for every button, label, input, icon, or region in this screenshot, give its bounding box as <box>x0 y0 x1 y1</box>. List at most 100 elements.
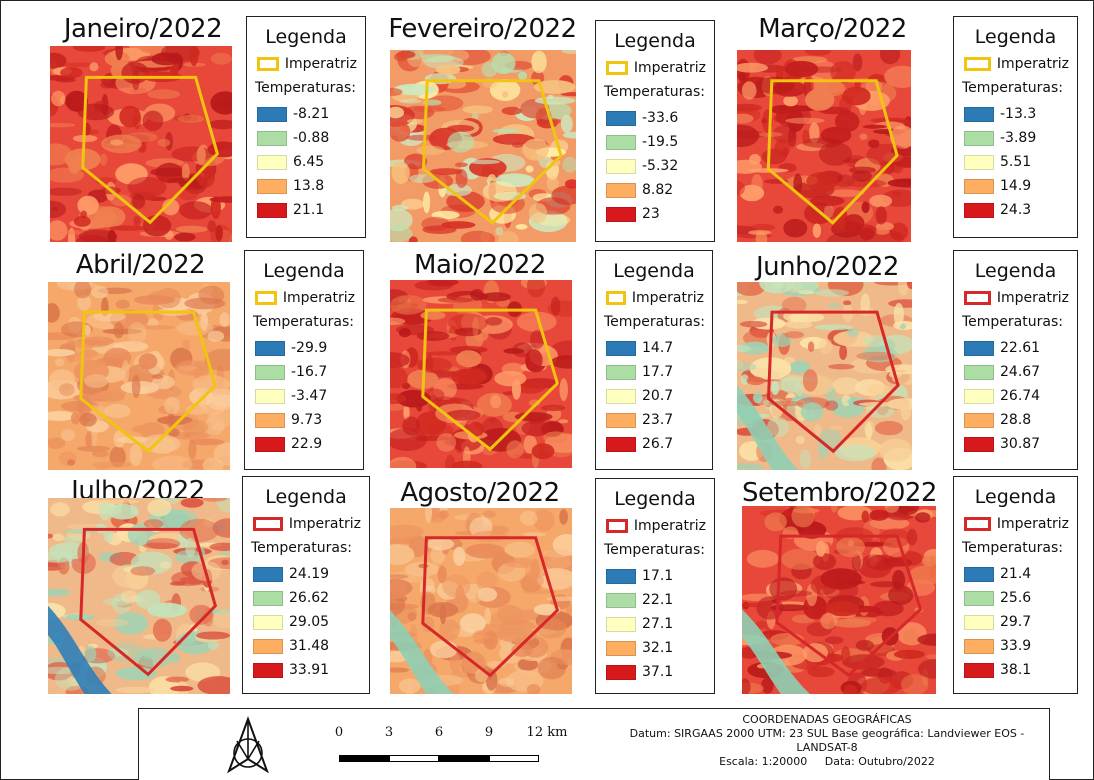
class-value: -3.47 <box>291 388 328 404</box>
class-swatch <box>606 364 636 380</box>
legend-class-row: 17.7 <box>604 360 704 384</box>
legend-aoi-entry: Imperatriz <box>604 290 704 306</box>
class-value: 25.6 <box>1000 590 1032 606</box>
map-title-fevereiro: Fevereiro/2022 <box>388 14 577 44</box>
legend-class-row: 26.74 <box>962 384 1069 408</box>
class-value: 24.19 <box>289 566 330 582</box>
class-value: 33.91 <box>289 662 330 678</box>
class-value: 28.8 <box>1000 412 1032 428</box>
aoi-label: Imperatriz <box>996 56 1069 72</box>
legend-class-row: 28.8 <box>962 408 1069 432</box>
coords-title: COORDENADAS GEOGRÁFICAS <box>742 713 912 726</box>
scale-label-6: 6 <box>434 725 444 740</box>
class-swatch <box>253 662 283 678</box>
legend-aoi-entry: Imperatriz <box>962 56 1069 72</box>
legend-class-row: 24.67 <box>962 360 1069 384</box>
class-swatch <box>606 134 636 150</box>
legend-aoi-entry: Imperatriz <box>604 60 706 76</box>
class-swatch <box>606 616 636 632</box>
temperatures-label: Temperaturas: <box>253 314 354 330</box>
raster-map-abril <box>48 282 230 470</box>
class-swatch <box>964 436 994 452</box>
class-value: 17.7 <box>642 364 674 380</box>
legend-class-row: 22.1 <box>604 588 706 612</box>
class-swatch <box>255 364 285 380</box>
legend-class-row: 13.8 <box>255 174 357 198</box>
class-swatch <box>253 638 283 654</box>
class-value: 37.1 <box>642 664 674 680</box>
class-value: -29.9 <box>291 340 328 356</box>
temperatures-label: Temperaturas: <box>604 314 705 330</box>
legend-title: Legenda <box>263 260 345 282</box>
aoi-label: Imperatriz <box>996 516 1069 532</box>
class-swatch <box>964 566 994 582</box>
legend-aoi-entry: Imperatriz <box>253 290 355 306</box>
scale-label-9: 9 <box>484 725 494 740</box>
legend-class-row: 8.82 <box>604 178 706 202</box>
aoi-swatch <box>964 57 991 71</box>
class-swatch <box>964 178 994 194</box>
legend-setembro: Legenda Imperatriz Temperaturas: 21.4 25… <box>953 476 1078 694</box>
class-swatch <box>257 178 287 194</box>
class-swatch <box>257 106 287 122</box>
class-swatch <box>606 436 636 452</box>
class-swatch <box>255 436 285 452</box>
legend-class-row: -33.6 <box>604 106 706 130</box>
class-value: -3.89 <box>1000 130 1037 146</box>
aoi-boundary <box>421 536 560 678</box>
aoi-swatch <box>606 61 628 75</box>
legend-class-row: 29.7 <box>962 610 1069 634</box>
class-value: 27.1 <box>642 616 674 632</box>
class-swatch <box>255 412 285 428</box>
legend-class-row: 26.7 <box>604 432 704 456</box>
class-swatch <box>964 662 994 678</box>
class-swatch <box>964 202 994 218</box>
class-value: 6.45 <box>293 154 325 170</box>
info-panel: 0 3 6 9 12 km COORDENADAS GEOGRÁFICAS Da… <box>138 708 1050 780</box>
aoi-label: Imperatriz <box>633 518 706 534</box>
legend-janeiro: Legenda Imperatriz Temperaturas: -8.21 -… <box>246 16 366 238</box>
river <box>737 385 799 470</box>
map-title-setembro: Setembro/2022 <box>742 478 937 508</box>
class-value: 20.7 <box>642 388 674 404</box>
legend-class-row: 32.1 <box>604 636 706 660</box>
coords-scale-date: Escala: 1:20000 Data: Outubro/2022 <box>719 755 935 768</box>
scale-label-12km: 12 km <box>526 725 568 740</box>
aoi-label: Imperatriz <box>631 290 704 306</box>
class-swatch <box>964 388 994 404</box>
aoi-label: Imperatriz <box>996 290 1069 306</box>
class-swatch <box>606 664 636 680</box>
map-title-agosto: Agosto/2022 <box>400 478 560 508</box>
river <box>48 605 112 694</box>
class-value: 14.9 <box>1000 178 1032 194</box>
class-value: 24.67 <box>1000 364 1041 380</box>
class-value: 23 <box>642 206 660 222</box>
class-value: -13.3 <box>1000 106 1037 122</box>
north-arrow-icon <box>227 716 269 774</box>
class-value: 21.1 <box>293 202 325 218</box>
class-value: 29.7 <box>1000 614 1032 630</box>
legend-title: Legenda <box>974 26 1057 48</box>
class-value: 33.9 <box>1000 638 1032 654</box>
map-title-junho: Junho/2022 <box>756 252 899 282</box>
legend-class-row: 24.19 <box>251 562 361 586</box>
aoi-swatch <box>255 291 277 305</box>
class-value: 24.3 <box>1000 202 1032 218</box>
legend-maio: Legenda Imperatriz Temperaturas: 14.7 17… <box>595 250 713 470</box>
class-swatch <box>606 568 636 584</box>
class-swatch <box>964 106 994 122</box>
class-swatch <box>964 130 994 146</box>
class-value: 26.7 <box>642 436 674 452</box>
legend-class-row: 14.9 <box>962 174 1069 198</box>
legend-julho: Legenda Imperatriz Temperaturas: 24.19 2… <box>242 476 370 694</box>
class-value: 30.87 <box>1000 436 1041 452</box>
class-swatch <box>257 202 287 218</box>
aoi-swatch <box>606 519 628 533</box>
class-value: -19.5 <box>642 134 679 150</box>
legend-class-row: 31.48 <box>251 634 361 658</box>
legend-aoi-entry: Imperatriz <box>962 290 1069 306</box>
raster-map-maio <box>390 280 572 468</box>
aoi-boundary <box>79 310 218 454</box>
aoi-label: Imperatriz <box>284 56 357 72</box>
aoi-boundary <box>421 308 560 452</box>
